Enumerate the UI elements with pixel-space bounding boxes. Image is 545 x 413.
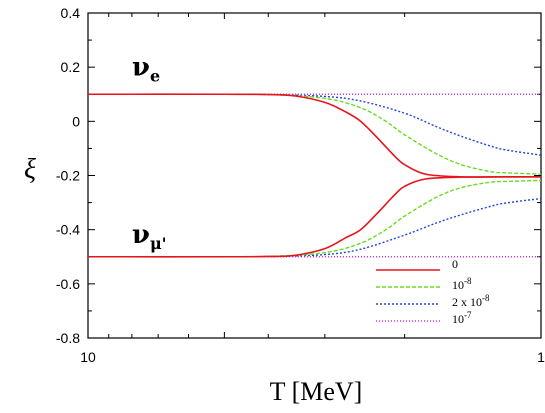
legend-label-exponent: -7 <box>464 310 472 320</box>
annotation-nu-mu: νμ' <box>132 220 167 253</box>
legend-label: 10-8 <box>452 276 472 292</box>
legend-label-base: 10 <box>452 312 464 326</box>
x-tick-label: 10 <box>80 349 96 365</box>
y-axis-title: ξ <box>24 154 36 185</box>
annotation-subscript: e <box>150 66 160 85</box>
y-tick-label: 0.2 <box>61 59 81 75</box>
plot-frame <box>87 12 542 339</box>
series-line-upper <box>87 93 542 175</box>
annotation-subscript: μ' <box>150 234 167 253</box>
annotation-nu-e: νe <box>132 52 160 85</box>
x-tick-label: 1 <box>537 349 545 365</box>
y-tick-label: 0.4 <box>61 5 81 21</box>
legend-label: 0 <box>452 257 458 271</box>
legend-label-base: 2 x 10 <box>452 295 482 309</box>
legend-label-exponent: -8 <box>464 276 472 286</box>
legend: 010-82 x 10-810-7 <box>376 257 490 326</box>
y-tick-label: -0.4 <box>56 222 80 238</box>
annotation-base: ν <box>132 52 150 82</box>
y-tick-label: -0.6 <box>56 276 80 292</box>
legend-label: 10-7 <box>452 310 472 326</box>
series-group <box>87 93 542 258</box>
axis-ticks: 0.40.20-0.2-0.4-0.6-0.810 1 <box>56 5 545 365</box>
series-line-lower <box>87 197 542 258</box>
y-tick-label: -0.2 <box>56 168 80 184</box>
legend-label-exponent: -8 <box>482 293 490 303</box>
annotation-base: ν <box>132 220 150 250</box>
series-line-lower <box>87 176 542 258</box>
legend-label-base: 0 <box>452 257 458 271</box>
series-line-upper <box>87 93 541 178</box>
y-tick-label: -0.8 <box>56 330 80 346</box>
legend-label-base: 10 <box>452 278 464 292</box>
series-line-upper <box>87 93 542 156</box>
y-tick-label: 0 <box>72 113 80 129</box>
x-axis-title: T [MeV] <box>270 377 363 406</box>
legend-label: 2 x 10-8 <box>452 293 490 309</box>
